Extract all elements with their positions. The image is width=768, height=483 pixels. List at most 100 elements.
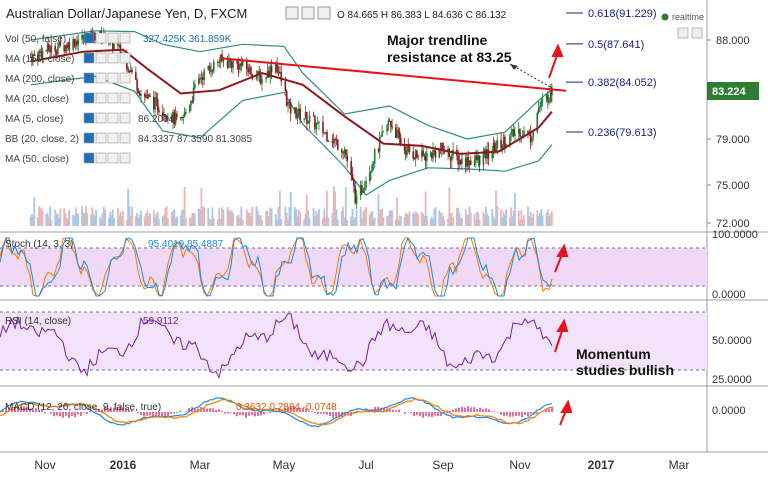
indicator-toggle-icon[interactable]	[107, 32, 119, 44]
indicator-toggle-icon[interactable]	[95, 132, 107, 144]
candle-body	[197, 78, 200, 85]
volume-bar	[297, 209, 300, 226]
ohlc-values: O 84.665 H 86.383 L 84.636 C 86.132	[337, 10, 507, 21]
indicator-toggle-icon[interactable]	[119, 152, 131, 164]
red-arrowhead-icon	[560, 399, 573, 413]
time-tick-label: Mar	[190, 458, 211, 472]
candle-body	[140, 94, 142, 96]
indicator-toggle-icon[interactable]	[95, 52, 107, 64]
candle-body	[343, 149, 346, 154]
candle-body	[240, 63, 243, 66]
volume-bar	[85, 206, 87, 226]
pane-close-icon[interactable]	[691, 27, 703, 39]
indicator-toggle-icon[interactable]	[95, 72, 107, 84]
volume-bar	[391, 210, 393, 226]
candle-body	[354, 186, 357, 204]
candle-body	[200, 77, 203, 80]
settings-icon[interactable]	[301, 6, 315, 20]
indicator-toggle-icon[interactable]	[107, 152, 119, 164]
volume-bar	[318, 209, 320, 226]
volume-bar	[527, 206, 529, 226]
indicator-toggle-icon[interactable]	[83, 132, 95, 144]
volume-bar	[403, 216, 406, 226]
volume-bar	[452, 217, 454, 226]
price-axis[interactable]: 88.000 79.000 75.000 72.000	[707, 35, 750, 230]
volume-bar	[381, 208, 384, 226]
time-tick-label: 2017	[588, 458, 615, 472]
candle-body	[94, 32, 96, 41]
volume-bar	[505, 209, 508, 226]
candle-body	[218, 62, 221, 64]
volume-bar	[182, 209, 185, 226]
volume-bar	[305, 194, 308, 226]
volume-bar	[59, 208, 62, 226]
indicator-toggle-icon[interactable]	[107, 52, 119, 64]
volume-bar	[344, 187, 347, 226]
candle-body	[341, 149, 343, 153]
eye-icon[interactable]	[285, 6, 299, 20]
indicator-toggle-icon[interactable]	[83, 72, 95, 84]
red-arrows	[548, 43, 573, 426]
indicator-toggle-icon[interactable]	[83, 92, 95, 104]
volume-bar	[145, 213, 147, 226]
volume-bar	[399, 216, 402, 226]
indicator-toggle-icon[interactable]	[83, 152, 95, 164]
candle-body	[495, 148, 497, 153]
trendline[interactable]	[219, 57, 567, 92]
red-arrowhead-icon	[556, 243, 569, 257]
indicator-toggle-icon[interactable]	[119, 132, 131, 144]
indicator-toggle-icon[interactable]	[119, 52, 131, 64]
volume-bar	[55, 213, 58, 226]
candle-body	[190, 100, 192, 106]
subpane-tick-label: 50.0000	[712, 335, 752, 347]
volume-bar	[549, 213, 552, 226]
volume-bar	[380, 209, 382, 226]
indicator-toggle-icon[interactable]	[107, 112, 119, 124]
indicator-toggle-icon[interactable]	[95, 92, 107, 104]
indicator-toggle-icon[interactable]	[95, 152, 107, 164]
indicator-toggle-icon[interactable]	[107, 92, 119, 104]
close-icon[interactable]	[317, 6, 331, 20]
volume-bar	[136, 212, 139, 226]
volume-bar	[64, 213, 67, 226]
indicator-toggle-icon[interactable]	[107, 72, 119, 84]
volume-bar	[459, 217, 462, 226]
volume-bar	[174, 217, 177, 226]
candle-body	[322, 122, 324, 133]
candle-body	[390, 120, 392, 127]
indicator-toggle-icon[interactable]	[83, 32, 95, 44]
indicator-toggle-icon[interactable]	[95, 32, 107, 44]
volume-bar	[467, 215, 470, 226]
indicator-toggle-icon[interactable]	[83, 112, 95, 124]
volume-bar	[288, 207, 291, 226]
indicator-toggle-icon[interactable]	[95, 112, 107, 124]
volume-bar	[434, 207, 437, 226]
indicator-toggle-icon[interactable]	[119, 112, 131, 124]
indicator-toggle-icon[interactable]	[119, 32, 131, 44]
candle-body	[359, 185, 362, 196]
indicator-label-bb: BB (20, close, 2)	[5, 134, 79, 145]
time-axis[interactable]: Nov 2016 Mar May Jul Sep Nov 2017 Mar	[34, 458, 689, 472]
indicator-toggle-icon[interactable]	[119, 72, 131, 84]
time-tick-label: May	[273, 458, 296, 472]
volume-bar	[68, 209, 71, 226]
volume-bar	[265, 210, 267, 226]
candle-body	[154, 97, 156, 110]
volume-bar	[155, 214, 158, 226]
volume-bar	[289, 192, 292, 226]
indicator-toggle-icon[interactable]	[107, 132, 119, 144]
volume-bar	[156, 211, 159, 226]
pane-maximize-icon[interactable]	[677, 27, 689, 39]
indicator-toggle-icon[interactable]	[119, 92, 131, 104]
candle-body	[314, 116, 316, 130]
candle-body	[457, 155, 459, 165]
volume-bar	[528, 216, 531, 226]
candle-body	[58, 42, 60, 49]
volume-bar	[354, 216, 357, 226]
indicator-toggle-icon[interactable]	[83, 52, 95, 64]
volume-bar	[219, 219, 222, 226]
volume-bar	[40, 207, 43, 226]
volume-bar	[307, 210, 310, 226]
candle-body	[412, 151, 414, 159]
